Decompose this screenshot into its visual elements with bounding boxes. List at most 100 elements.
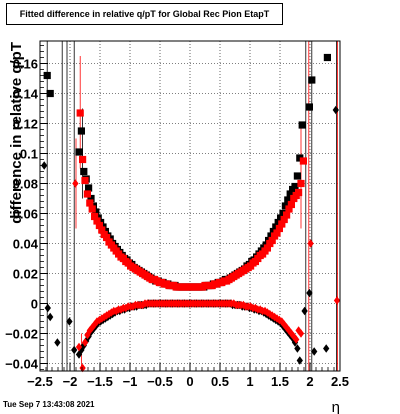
x-tick-label: −1 — [123, 374, 138, 389]
data-point-square — [93, 217, 101, 225]
data-point-square — [291, 182, 299, 191]
y-axis-label: difference in relative q/pT — [8, 42, 25, 224]
data-point-square — [86, 199, 94, 207]
data-point-square — [295, 188, 303, 197]
data-markers — [41, 53, 341, 373]
data-point-square — [95, 221, 103, 230]
x-tick-label: −2 — [63, 374, 78, 389]
data-point-diamond — [71, 345, 78, 355]
data-point-square — [287, 200, 295, 209]
data-point-square — [43, 71, 51, 80]
data-point-square — [268, 236, 276, 245]
data-point-square — [278, 220, 286, 228]
timestamp-footer: Tue Sep 7 13:43:08 2021 — [3, 400, 95, 409]
data-point-square — [308, 76, 316, 84]
data-point-square — [285, 205, 293, 213]
data-point-square — [80, 167, 88, 176]
y-tick-label: 0.12 — [13, 117, 38, 132]
x-tick-label: 2 — [306, 374, 313, 389]
data-point-diamond — [72, 179, 79, 188]
y-tick-label: −0.02 — [5, 327, 38, 342]
data-point-diamond — [54, 338, 61, 347]
data-point-diamond — [113, 306, 120, 316]
data-point-diamond — [332, 105, 339, 115]
data-point-diamond — [306, 288, 313, 298]
data-point-diamond — [273, 314, 281, 323]
y-tick-label: 0.1 — [20, 147, 38, 162]
data-point-square — [81, 176, 89, 185]
axis-ticks — [39, 45, 341, 371]
data-point-square — [103, 233, 111, 242]
data-point-square — [46, 89, 54, 98]
data-point-diamond — [301, 306, 308, 316]
x-tick-label: 1.5 — [271, 374, 289, 389]
data-point-diamond — [293, 335, 300, 344]
data-point-square — [77, 127, 85, 135]
data-point-diamond — [294, 344, 301, 353]
data-point-diamond — [311, 347, 318, 356]
y-tick-label: 0 — [31, 297, 38, 312]
data-point-square — [75, 148, 83, 156]
x-tick-label: −2.5 — [27, 374, 53, 389]
data-point-diamond — [66, 317, 73, 326]
data-point-square — [305, 103, 313, 111]
data-point-diamond — [101, 312, 108, 322]
y-tick-label: 0.14 — [13, 87, 39, 102]
x-tick-label: 0 — [186, 374, 193, 389]
data-point-diamond — [75, 342, 83, 352]
x-tick-label: −0.5 — [147, 374, 173, 389]
data-point-diamond — [96, 315, 103, 325]
data-point-square — [275, 224, 283, 233]
data-point-diamond — [103, 311, 110, 320]
data-point-diamond — [291, 338, 299, 347]
tick-labels: −2.5 −2 −1.5 −1 −0.5 0 0.5 1 1.5 2 2.5 −0.04 −0.02 0 0… — [5, 57, 349, 390]
data-point-diamond — [307, 239, 314, 248]
data-point-diamond — [297, 329, 305, 338]
y-tick-label: −0.04 — [5, 357, 39, 372]
data-point-diamond — [285, 326, 293, 335]
data-point-diamond — [91, 320, 98, 329]
data-point-diamond — [108, 308, 115, 317]
data-point-diamond — [333, 296, 341, 305]
data-point-square — [85, 184, 93, 192]
chart-title: Fitted difference in relative q/pT for G… — [6, 3, 283, 25]
data-point-square — [323, 53, 331, 62]
data-point-square — [79, 155, 87, 164]
data-point-square — [83, 190, 91, 198]
data-point-square — [286, 190, 294, 198]
data-point-square — [299, 157, 307, 165]
x-tick-label: 2.5 — [331, 374, 349, 389]
data-point-diamond — [78, 345, 85, 355]
data-point-square — [88, 205, 96, 213]
x-tick-label: −1.5 — [87, 374, 113, 389]
data-point-diamond — [323, 344, 330, 353]
data-point-square — [273, 229, 281, 237]
data-point-square — [284, 196, 292, 204]
data-point-square — [298, 121, 306, 129]
data-point-square — [283, 211, 291, 219]
data-point-square — [263, 244, 271, 252]
data-point-diamond — [240, 300, 247, 310]
data-point-square — [293, 172, 301, 180]
data-point-diamond — [47, 312, 54, 322]
x-tick-label: 1 — [246, 374, 253, 389]
x-axis-label: η — [332, 399, 340, 414]
data-point-diamond — [261, 306, 269, 316]
y-tick-label: 0.08 — [13, 177, 38, 192]
data-point-diamond — [89, 323, 96, 332]
y-tick-label: 0.16 — [13, 57, 38, 72]
data-point-diamond — [41, 161, 48, 170]
x-tick-label: 0.5 — [211, 374, 229, 389]
data-point-square — [280, 215, 288, 224]
y-tick-label: 0.02 — [13, 267, 38, 282]
data-point-square — [87, 194, 95, 203]
data-point-diamond — [84, 330, 91, 340]
data-point-square — [297, 179, 305, 188]
data-point-square — [91, 212, 99, 221]
y-tick-label: 0.04 — [13, 237, 39, 252]
y-tick-label: 0.06 — [13, 207, 38, 222]
data-point-square — [98, 226, 106, 234]
data-point-square — [76, 109, 84, 117]
data-point-diamond — [44, 303, 51, 313]
